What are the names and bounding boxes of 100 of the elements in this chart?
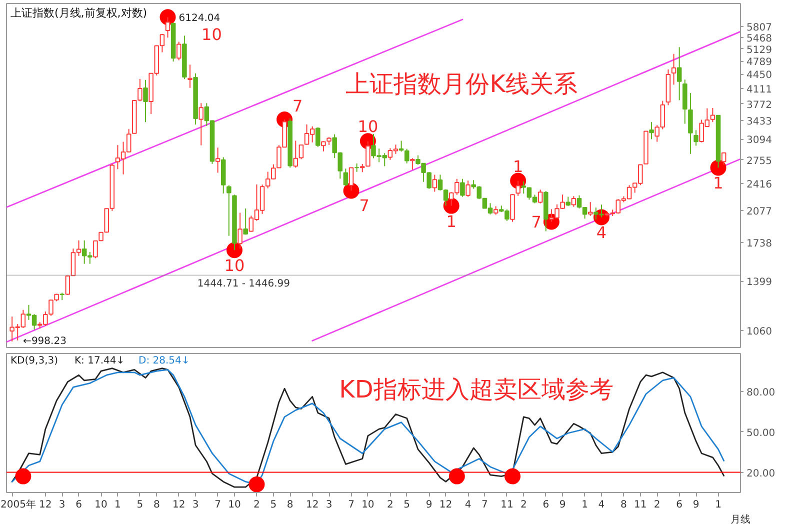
x-tick-label: 2005年 bbox=[0, 498, 36, 510]
x-tick-label: 5 bbox=[136, 500, 144, 510]
annotation: 10 bbox=[224, 256, 245, 276]
x-tick-label: 8 bbox=[153, 500, 160, 510]
candlestick bbox=[466, 180, 470, 198]
x-tick-label: 12 bbox=[172, 500, 186, 510]
candlestick bbox=[226, 184, 232, 236]
annotation: ←998.23 bbox=[23, 336, 66, 347]
annotation: 4 bbox=[596, 223, 607, 242]
candlestick bbox=[316, 126, 320, 148]
x-tick-label: 3 bbox=[192, 500, 199, 510]
y-tick-label: 2416 bbox=[746, 179, 772, 190]
x-tick-label: 8 bbox=[620, 500, 627, 510]
x-tick-label: 7 bbox=[214, 500, 221, 510]
x-tick-label: 4 bbox=[598, 500, 605, 510]
candlestick bbox=[198, 102, 204, 146]
candlestick bbox=[348, 166, 354, 192]
x-tick-label: 3 bbox=[326, 500, 332, 510]
x-tick-label: 7 bbox=[348, 500, 354, 510]
x-tick-label: 10 bbox=[228, 500, 241, 510]
x-tick-label: 2 bbox=[520, 500, 527, 510]
x-tick-label: 2 bbox=[387, 500, 394, 510]
y-tick-label: 4789 bbox=[746, 57, 772, 68]
y-tick-label: 3094 bbox=[746, 135, 772, 146]
x-tick-label: 7 bbox=[482, 500, 488, 510]
annotation: 1 bbox=[512, 156, 524, 176]
x-tick-label: 11 bbox=[634, 500, 647, 510]
y-tick-label: 3433 bbox=[746, 116, 772, 128]
y-tick-label: 5468 bbox=[746, 33, 772, 44]
x-tick-label: 4 bbox=[464, 500, 472, 510]
x-tick-label: 9 bbox=[559, 500, 566, 510]
y-tick-label: 1738 bbox=[746, 238, 772, 250]
y-tick-label: 1060 bbox=[746, 326, 772, 338]
candlestick bbox=[676, 46, 682, 101]
point bbox=[710, 160, 726, 176]
y-tick-label: 5129 bbox=[746, 44, 772, 56]
candlestick bbox=[538, 189, 543, 204]
x-tick-label: 6 bbox=[76, 500, 82, 510]
candlestick bbox=[721, 152, 726, 166]
band-label: 1444.71 - 1446.99 bbox=[197, 278, 290, 290]
candlestick bbox=[215, 147, 220, 174]
x-tick-label: 12 bbox=[439, 500, 452, 510]
x-tick-label: 12 bbox=[306, 500, 319, 510]
x-tick-label: 1 bbox=[114, 500, 121, 510]
annotation: KD指标进入超卖区域参考 bbox=[339, 376, 614, 404]
x-tick-label: 2 bbox=[254, 500, 260, 510]
x-tick-label: 1 bbox=[582, 500, 588, 510]
y-tick-label: 2077 bbox=[746, 206, 772, 218]
x-tick-label: 9 bbox=[692, 500, 700, 510]
x-tick-label: 5 bbox=[404, 500, 410, 510]
y-tick-label: 3772 bbox=[746, 100, 772, 111]
candlestick bbox=[432, 174, 438, 192]
x-tick-label: 10 bbox=[362, 500, 374, 510]
candlestick bbox=[398, 140, 404, 152]
x-tick-label: 5 bbox=[270, 500, 277, 510]
y-tick-label: 2755 bbox=[746, 156, 772, 167]
chart-title: 上证指数(月线,前复权,对数) bbox=[10, 6, 148, 20]
x-tick-label: 3 bbox=[58, 500, 66, 510]
annotation: 10 bbox=[358, 117, 378, 136]
y-tick-label: 80.00 bbox=[746, 387, 776, 398]
y-tick-label: 20.00 bbox=[746, 468, 776, 480]
candlestick bbox=[176, 41, 182, 61]
y-tick-label: 4450 bbox=[746, 70, 772, 82]
candlestick bbox=[460, 178, 465, 198]
y-tick-label: 50.00 bbox=[746, 428, 776, 439]
series-label: D: 28.54↓ bbox=[138, 356, 190, 366]
legend-title: KD(9,3,3) bbox=[10, 356, 58, 366]
annotation: 7 bbox=[531, 212, 542, 232]
y-tick-label: 5807 bbox=[746, 22, 772, 34]
candlestick bbox=[671, 53, 676, 86]
x-tick-label: 12 bbox=[39, 500, 52, 510]
candlestick bbox=[404, 148, 410, 164]
annotation: 6124.04 bbox=[178, 13, 220, 24]
x-tick-label: 2 bbox=[654, 500, 660, 510]
x-tick-label: 8 bbox=[286, 500, 294, 510]
annotation: 7 bbox=[359, 196, 370, 215]
x-tick-label: 10 bbox=[94, 500, 108, 510]
candlestick bbox=[238, 212, 242, 250]
candlestick bbox=[566, 196, 571, 207]
x-axis-title: 月线 bbox=[730, 514, 750, 526]
series-label: K: 17.44↓ bbox=[74, 356, 125, 366]
candlestick bbox=[688, 92, 693, 154]
x-tick-label: 9 bbox=[426, 500, 432, 510]
candlestick bbox=[188, 64, 192, 88]
candlestick bbox=[165, 16, 170, 38]
candlestick bbox=[143, 79, 148, 123]
x-tick-label: 6 bbox=[542, 500, 550, 510]
x-tick-label: 6 bbox=[676, 500, 683, 510]
annotation: 1 bbox=[713, 174, 724, 193]
candlestick bbox=[410, 158, 415, 170]
y-tick-label: 4111 bbox=[746, 84, 772, 96]
candlestick bbox=[343, 168, 348, 186]
annotation: 1 bbox=[446, 212, 456, 231]
annotation: 7 bbox=[292, 96, 303, 116]
annotation: 10 bbox=[202, 25, 222, 44]
candlestick bbox=[694, 130, 698, 146]
x-tick-label: 1 bbox=[715, 500, 722, 510]
x-tick-label: 11 bbox=[500, 500, 514, 510]
point bbox=[226, 242, 242, 258]
candlestick bbox=[649, 122, 654, 140]
